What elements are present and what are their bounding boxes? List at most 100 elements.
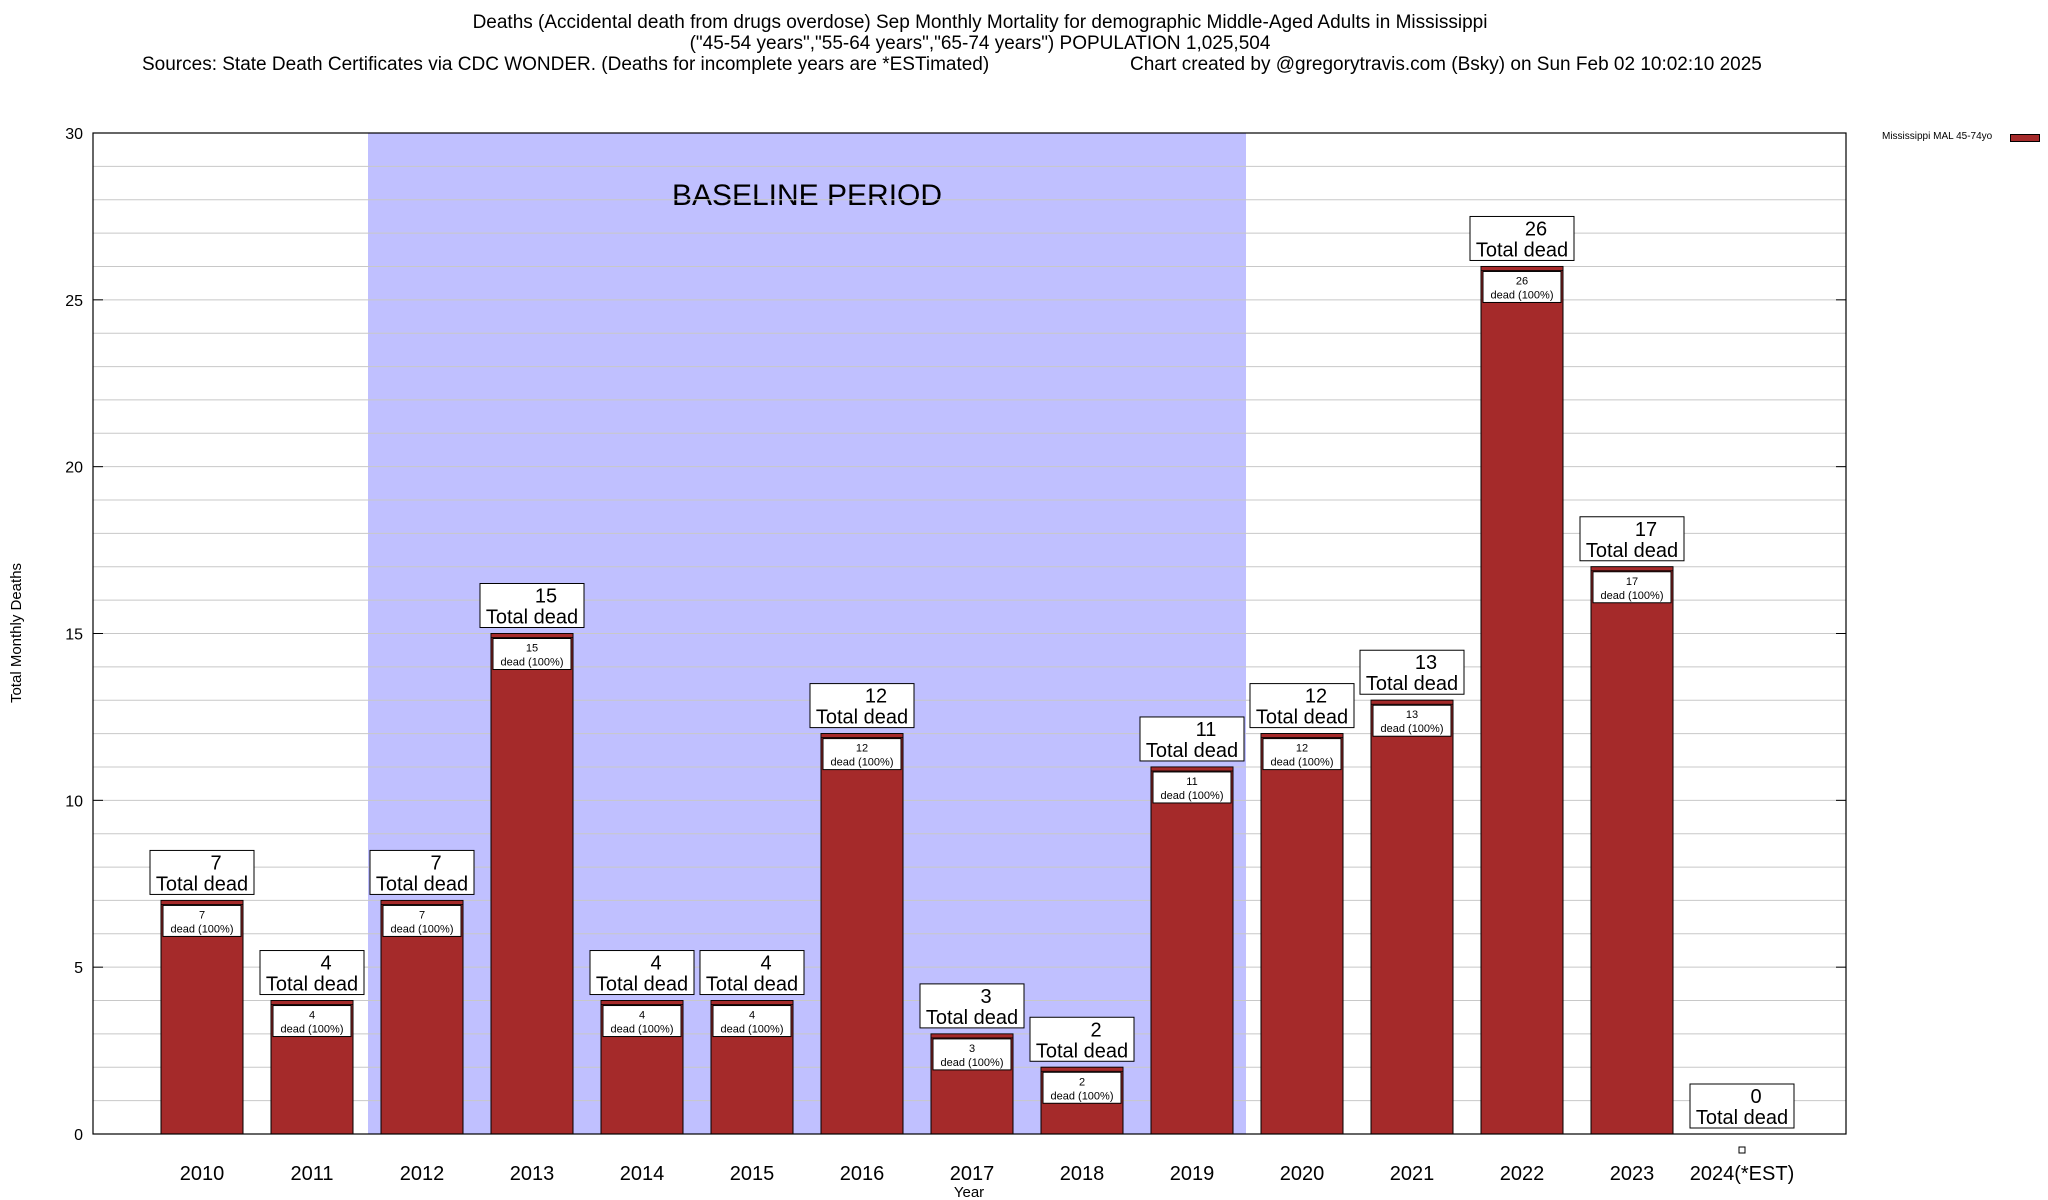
x-tick-label: 2017: [950, 1163, 995, 1185]
bar-inner-label: dead (100%): [1051, 1090, 1114, 1102]
bar-total-box: [1579, 516, 1685, 562]
bar-total-value: 4: [650, 953, 661, 975]
bar-cap: [380, 900, 464, 905]
bar-inner-value: 4: [639, 1010, 645, 1022]
x-tick-label: 2014: [620, 1163, 665, 1185]
x-tick-label: 2012: [400, 1163, 445, 1185]
bar-total-label: Total dead: [1366, 673, 1458, 695]
x-tick-label: 2010: [180, 1163, 225, 1185]
bar-inner-value: 3: [969, 1043, 975, 1055]
x-tick-label: 2019: [1170, 1163, 1215, 1185]
bar-cap: [490, 633, 574, 638]
bar-inner-label-box: [382, 904, 462, 937]
bar-inner-value: 2: [1079, 1076, 1085, 1088]
bar-2013: [490, 633, 574, 1135]
bar-total-value: 7: [210, 852, 221, 874]
x-tick-label: 2023: [1610, 1163, 1655, 1185]
bar-cap: [930, 1033, 1014, 1039]
x-tick-label: 2015: [730, 1163, 775, 1185]
bar-total-label: Total dead: [1036, 1040, 1128, 1062]
bar-total-label: Total dead: [1476, 239, 1568, 261]
bar-inner-value: 12: [856, 743, 868, 755]
bar-inner-label-box: [1042, 1071, 1122, 1104]
bar-inner-value: 11: [1186, 776, 1197, 788]
bar-total-label: Total dead: [376, 873, 468, 895]
bar-inner-label: dead (100%): [941, 1057, 1004, 1069]
bar-total-box: [1359, 649, 1465, 695]
bar-cap: [1040, 1066, 1124, 1072]
bar-total-box: [589, 950, 695, 996]
chart-subtitle: ("45-54 years","55-64 years","65-74 year…: [689, 33, 1271, 54]
y-tick-label: 10: [65, 793, 83, 810]
bar-total-label: Total dead: [816, 707, 908, 729]
x-tick-label: 2013: [510, 1163, 555, 1185]
x-tick-label: 2020: [1280, 1163, 1325, 1185]
bar-total-value: 13: [1415, 652, 1437, 674]
bar-inner-label-box: [1152, 771, 1232, 804]
bar-cap: [1370, 699, 1454, 705]
bar-total-value: 7: [430, 852, 441, 874]
legend-label: Mississippi MAL 45-74yo: [1882, 131, 1993, 142]
bar-total-label: Total dead: [596, 974, 688, 996]
x-tick-label: 2018: [1060, 1163, 1105, 1185]
bar-total-label: Total dead: [1586, 540, 1678, 562]
bar-2012: [380, 899, 464, 1135]
bar-total-value: 12: [1305, 686, 1327, 708]
bar-inner-label: dead (100%): [171, 923, 234, 935]
bar-total-label: Total dead: [1146, 740, 1238, 762]
bar-total-box: [699, 950, 805, 996]
bar-inner-value: 26: [1516, 275, 1528, 287]
bar-cap: [600, 1000, 684, 1005]
bar-total-box: [809, 683, 915, 729]
bar-cap: [710, 1000, 794, 1005]
x-tick-label: 2024(*EST): [1690, 1163, 1795, 1185]
bar-total-box: [259, 950, 365, 996]
bar-cap: [1480, 266, 1564, 271]
bar-inner-label: dead (100%): [611, 1024, 674, 1036]
baseline-period-label: BASELINE PERIOD: [672, 179, 942, 212]
bar-total-value: 4: [760, 953, 771, 975]
x-axis-title: Year: [954, 1184, 984, 1200]
bar-total-box: [919, 983, 1025, 1029]
bar-inner-value: 4: [749, 1010, 755, 1022]
zero-marker: [1738, 1146, 1746, 1154]
bar-2010: [160, 899, 244, 1135]
bar-inner-label: dead (100%): [501, 657, 564, 669]
y-tick-label: 20: [65, 460, 83, 477]
x-tick-label: 2016: [840, 1163, 885, 1185]
bar-total-label: Total dead: [1696, 1107, 1788, 1129]
bar-2019: [1150, 766, 1234, 1135]
bar-total-value: 0: [1750, 1086, 1761, 1108]
bar-cap: [1150, 766, 1234, 772]
y-tick-label: 0: [74, 1127, 83, 1144]
bar-inner-label-box: [712, 1005, 792, 1038]
bar-inner-label-box: [1482, 270, 1562, 303]
bar-inner-value: 7: [419, 909, 425, 921]
bar-inner-label-box: [272, 1005, 352, 1038]
bar-inner-label-box: [822, 738, 902, 771]
bar-total-label: Total dead: [156, 873, 248, 895]
y-tick-label: 30: [65, 126, 83, 143]
bar-total-label: Total dead: [1256, 707, 1348, 729]
bar-inner-label: dead (100%): [1491, 289, 1554, 301]
y-tick-label: 5: [74, 960, 83, 977]
bar-total-value: 2: [1090, 1019, 1101, 1041]
bar-total-value: 4: [320, 953, 331, 975]
bar-inner-value: 13: [1406, 709, 1418, 721]
bar-inner-value: 7: [199, 909, 205, 921]
bar-total-value: 15: [535, 586, 557, 608]
bar-total-value: 3: [980, 986, 991, 1008]
y-tick-label: 15: [65, 627, 83, 644]
y-axis-title: Total Monthly Deaths: [8, 563, 25, 703]
x-tick-label: 2021: [1390, 1163, 1435, 1185]
x-tick-label: 2022: [1500, 1163, 1545, 1185]
bar-total-box: [1139, 716, 1245, 762]
bar-inner-label-box: [492, 638, 572, 670]
bar-inner-label: dead (100%): [1161, 790, 1224, 802]
bar-cap: [820, 733, 904, 738]
y-tick-label: 25: [65, 293, 83, 310]
bar-total-box: [1469, 215, 1575, 261]
bar-total-box: [369, 849, 475, 895]
bar-total-label: Total dead: [266, 974, 358, 996]
